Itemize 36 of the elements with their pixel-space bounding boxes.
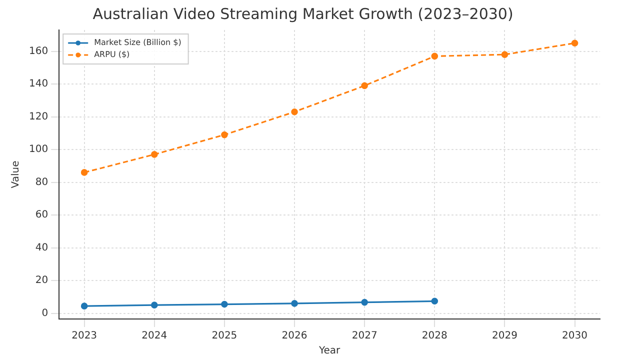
y-tick-label: 40	[35, 242, 48, 254]
legend-label: ARPU ($)	[94, 50, 130, 60]
point	[80, 302, 88, 310]
y-tick-label: 0	[42, 308, 48, 319]
x-axis-title: Year	[318, 346, 342, 357]
point	[80, 169, 88, 176]
chart-title: Australian Video Streaming Market Growth (2023–2030)	[92, 4, 514, 23]
x-tick-label: 2029	[492, 330, 518, 342]
point	[291, 108, 298, 116]
x-tick-label: 2026	[282, 330, 308, 342]
y-tick-label: 100	[28, 144, 48, 156]
point	[571, 40, 578, 46]
x-tick-label: 2030	[562, 330, 588, 342]
point	[431, 298, 438, 305]
y-tick-label: 60	[35, 210, 48, 221]
point	[361, 298, 368, 306]
x-tick-label: 2027	[352, 330, 378, 342]
y-tick-label: 120	[28, 111, 48, 122]
point	[150, 151, 158, 158]
y-axis-title: Value	[10, 160, 22, 188]
point	[431, 52, 438, 60]
legend-label: Market Size (Billion $)	[94, 38, 182, 48]
point	[291, 300, 298, 307]
y-tick-label: 140	[28, 78, 48, 90]
point	[221, 300, 228, 308]
point	[361, 82, 368, 90]
y-tick-label: 160	[28, 46, 48, 57]
x-tick-label: 2024	[142, 330, 168, 342]
y-tick-label: 80	[35, 176, 48, 188]
x-tick-label: 2025	[212, 330, 238, 342]
x-tick-label: 2028	[422, 330, 448, 342]
point	[501, 51, 508, 58]
y-tick-label: 20	[35, 275, 48, 286]
point	[221, 131, 228, 138]
point	[150, 302, 158, 308]
x-tick-label: 2023	[72, 330, 98, 342]
